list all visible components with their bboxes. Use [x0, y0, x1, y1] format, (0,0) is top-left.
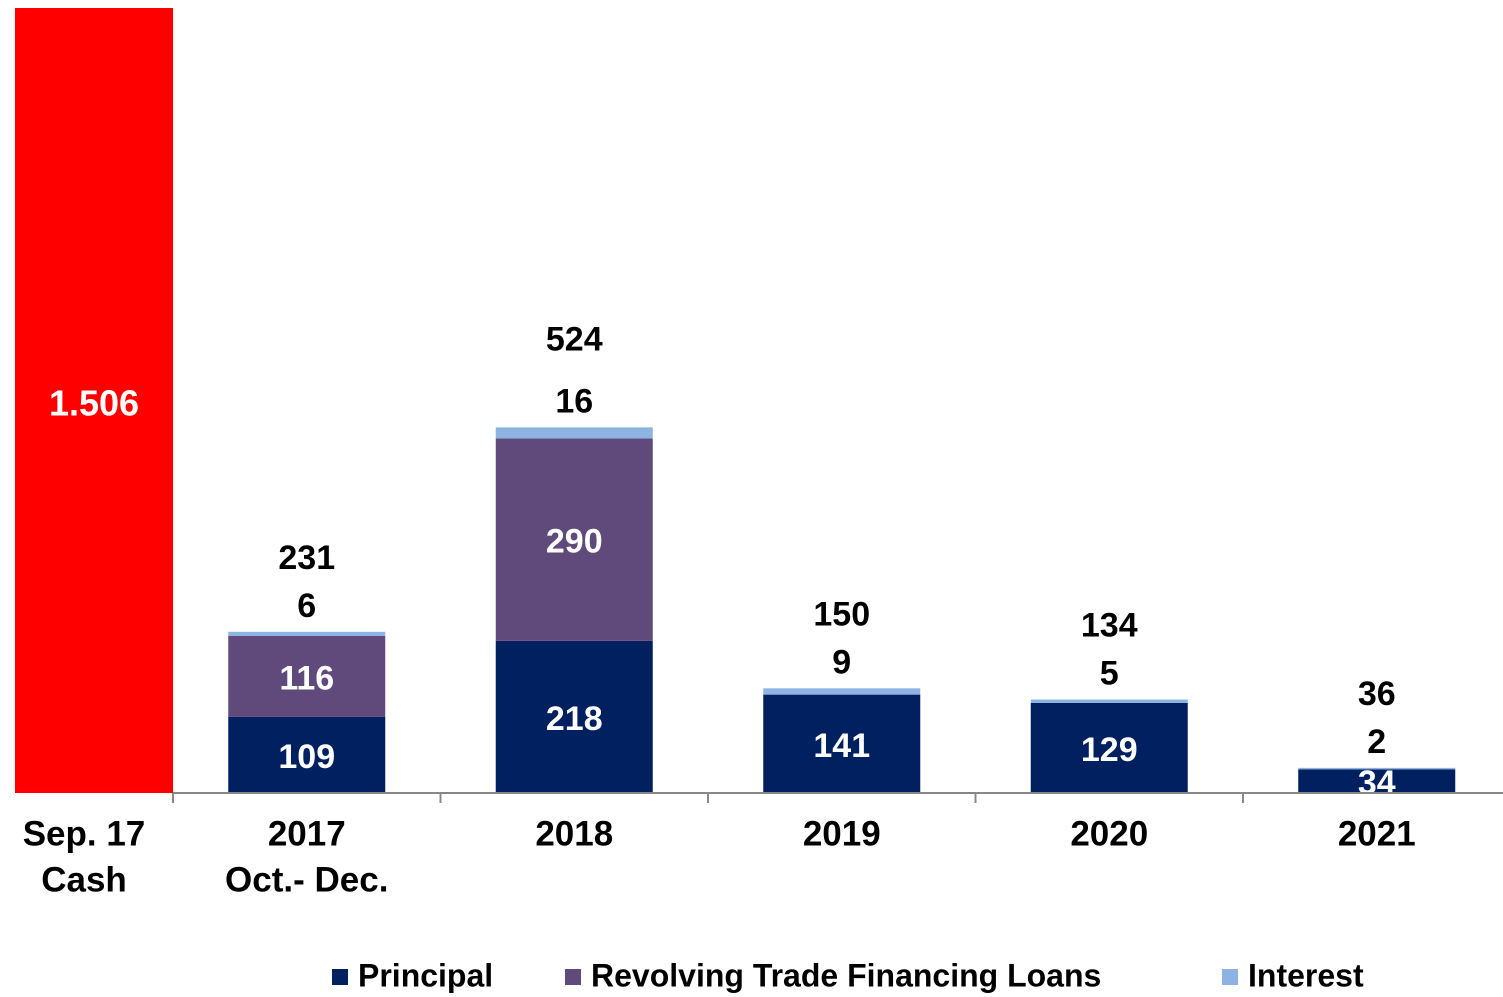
total-label: 150: [813, 595, 870, 633]
legend-swatch: [565, 969, 581, 985]
bar-segment: [1298, 767, 1456, 770]
value-label: 141: [813, 727, 870, 765]
bar-segment: [1298, 769, 1456, 793]
value-label: 109: [278, 738, 335, 776]
bar-segment: [228, 631, 386, 636]
legend-label: Interest: [1248, 957, 1364, 993]
x-tick-label: 2018: [535, 814, 613, 853]
bar-segment: [495, 640, 653, 793]
legend-label: Revolving Trade Financing Loans: [591, 957, 1101, 993]
bar-segment: [763, 694, 921, 793]
bar-segment: [495, 438, 653, 641]
bar-segment: [763, 688, 921, 695]
value-label: 5: [1100, 654, 1119, 692]
cash-label: 1.506: [49, 383, 139, 424]
bar-segment: [1030, 702, 1188, 793]
bar-segment: [228, 636, 386, 717]
value-label: 2: [1367, 723, 1386, 761]
value-label: 290: [546, 523, 603, 561]
total-label: 231: [278, 539, 335, 577]
value-label: 116: [279, 659, 334, 697]
legend-label: Principal: [358, 957, 493, 993]
x-tick-label: Sep. 17: [23, 814, 146, 853]
value-label: 6: [297, 587, 316, 625]
x-tick-label: 2021: [1338, 814, 1416, 853]
x-tick-label: 2019: [803, 814, 881, 853]
cash-bar: [15, 8, 173, 794]
x-tick-label: Oct.- Dec.: [225, 860, 388, 899]
legend-swatch: [332, 969, 348, 985]
total-label: 36: [1358, 675, 1396, 713]
x-tick-label: 2020: [1070, 814, 1148, 853]
bar-segment: [228, 716, 386, 793]
value-label: 129: [1081, 731, 1138, 769]
value-label: 218: [546, 700, 603, 738]
x-tick-label: 2017: [268, 814, 346, 853]
x-tick-label: Cash: [41, 860, 127, 899]
value-label: 9: [832, 643, 851, 681]
bar-segment: [1030, 699, 1188, 703]
total-label: 134: [1081, 606, 1138, 644]
legend-swatch: [1222, 969, 1238, 985]
total-label: 524: [546, 320, 603, 358]
value-label: 34: [1358, 764, 1396, 802]
bar-segment: [495, 427, 653, 439]
value-label: 16: [555, 382, 593, 420]
plot-area: [15, 8, 1456, 794]
